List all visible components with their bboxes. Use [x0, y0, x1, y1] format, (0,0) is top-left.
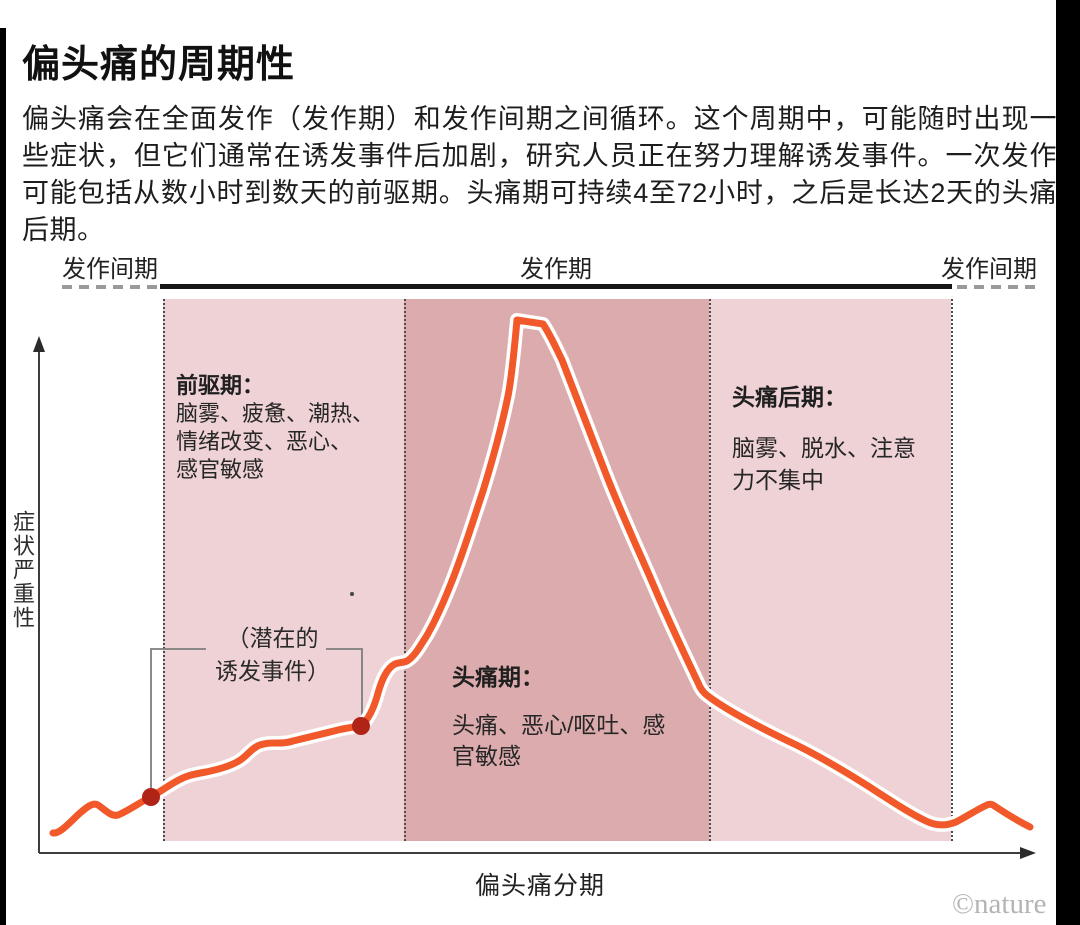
divider-dashed-left	[62, 285, 159, 289]
edge-strip-left	[0, 28, 6, 925]
intro-text: 偏头痛会在全面发作（发作期）和发作间期之间循环。这个周期中，可能随时出现一些症状…	[22, 104, 1057, 245]
x-axis-arrow-icon	[1020, 847, 1036, 859]
postdrome-note: 头痛后期： 脑雾、脱水、注意 力不集中	[732, 382, 916, 496]
headache-symptoms-line: 官敏感	[452, 743, 521, 769]
prodrome-symptoms-line: 情绪改变、恶心、	[176, 429, 353, 454]
phase-label-interictal-left: 发作间期	[62, 256, 158, 283]
phase-label-ictal: 发作期	[520, 256, 592, 283]
divider-dashed-right	[957, 285, 1037, 289]
y-axis-arrow-icon	[33, 336, 45, 352]
postdrome-symptoms-line: 脑雾、脱水、注意	[732, 435, 916, 461]
trigger-annotation: （潜在的 诱发事件）	[205, 622, 340, 688]
phase-label-interictal-right: 发作间期	[941, 256, 1037, 283]
prodrome-symptoms-line: 感官敏感	[176, 457, 265, 482]
prodrome-note: 前驱期： 脑雾、疲惫、潮热、 情绪改变、恶心、 感官敏感	[176, 372, 374, 484]
prodrome-symptoms-line: 脑雾、疲惫、潮热、	[176, 401, 375, 426]
band-border-4	[951, 299, 953, 841]
prodrome-title: 前驱期：	[176, 373, 265, 398]
headache-symptoms-line: 头痛、恶心/呕吐、感	[452, 712, 666, 738]
band-border-2	[404, 299, 406, 841]
trigger-annotation-line: （潜在的	[226, 625, 319, 651]
band-postdrome	[709, 299, 951, 841]
trigger-dot-1	[142, 788, 160, 806]
headache-note: 头痛期： 头痛、恶心/呕吐、感 官敏感	[452, 662, 665, 772]
divider-solid-ictal	[160, 284, 952, 289]
x-axis-label: 偏头痛分期	[474, 872, 605, 900]
nature-watermark: ©nature	[952, 888, 1047, 920]
postdrome-title: 头痛后期：	[732, 384, 847, 410]
y-axis-label: 症状严重性	[10, 510, 35, 630]
trigger-annotation-line: 诱发事件）	[215, 658, 330, 684]
band-border-1	[163, 299, 165, 841]
band-border-3	[709, 299, 711, 841]
headache-title: 头痛期：	[452, 664, 544, 690]
page-title: 偏头痛的周期性	[22, 44, 296, 87]
edge-strip-right	[1056, 0, 1080, 925]
postdrome-symptoms-line: 力不集中	[732, 467, 824, 493]
